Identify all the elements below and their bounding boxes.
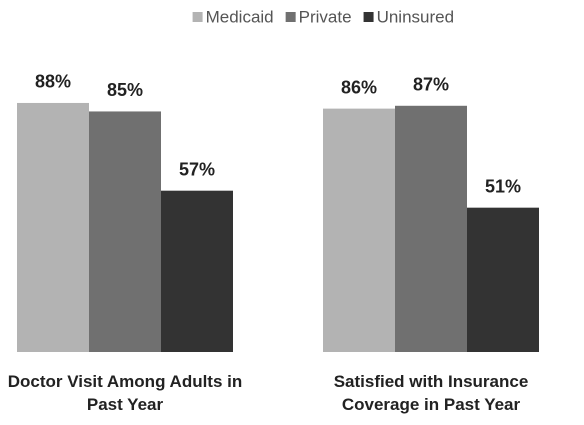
value-label: 88%	[35, 72, 71, 92]
legend-label: Private	[299, 7, 352, 26]
category-label: Doctor Visit Among Adults in Past Year	[7, 372, 243, 414]
legend-swatch	[285, 12, 296, 22]
category-label: Satisfied with Insurance Coverage in Pas…	[333, 372, 529, 414]
bar	[323, 108, 395, 353]
bar	[395, 105, 467, 352]
value-label: 86%	[341, 77, 377, 97]
value-label: 85%	[107, 80, 143, 100]
legend-label: Medicaid	[206, 7, 274, 26]
value-label: 51%	[485, 176, 521, 196]
bar	[17, 102, 89, 353]
bar	[89, 111, 161, 352]
legend-swatch	[192, 12, 203, 22]
legend-label: Uninsured	[377, 7, 455, 26]
bar	[467, 207, 539, 352]
value-label: 57%	[179, 159, 215, 179]
value-label: 87%	[413, 75, 449, 95]
bar	[161, 190, 233, 352]
legend-swatch	[363, 12, 374, 22]
